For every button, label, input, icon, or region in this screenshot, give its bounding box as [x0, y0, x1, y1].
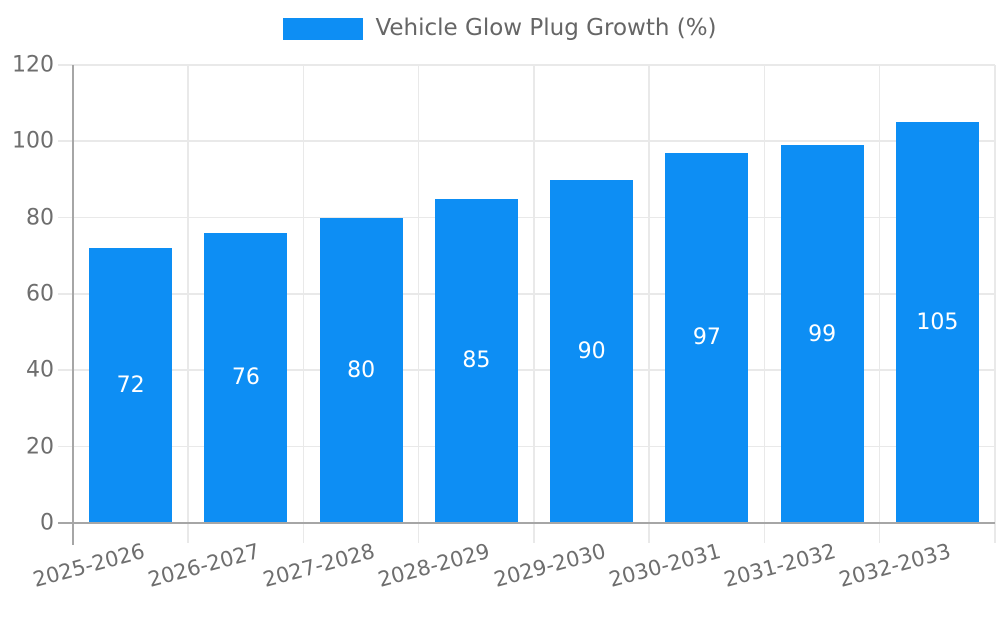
y-tick-label: 100 — [12, 128, 54, 154]
bar-value-label: 99 — [808, 321, 837, 347]
bar-value-label: 85 — [462, 348, 491, 374]
y-tick-label: 80 — [26, 205, 54, 231]
x-gridline — [878, 65, 881, 543]
y-axis-labels: 0 20 40 60 80 100 120 — [12, 53, 995, 536]
bar: 97 — [665, 152, 749, 523]
y-gridline — [58, 293, 995, 295]
y-gridline — [58, 369, 995, 371]
bar: 85 — [434, 198, 518, 523]
y-tick-label: 40 — [26, 357, 54, 383]
x-gridline — [763, 65, 765, 543]
x-gridline — [417, 65, 420, 543]
legend-item[interactable]: Vehicle Glow Plug Growth (%) — [283, 15, 717, 41]
bar-value-label: 97 — [692, 325, 721, 351]
bar: 90 — [550, 179, 634, 523]
y-tick-label: 60 — [26, 281, 54, 307]
bar: 72 — [89, 248, 173, 523]
x-axis-labels: 2025-2026 2026-2027 2027-2028 2028-2029 2029… — [30, 65, 995, 592]
legend-label: Vehicle Glow Plug Growth (%) — [375, 15, 717, 41]
y-axis-line — [72, 65, 74, 545]
y-gridline — [58, 216, 995, 219]
y-gridline — [58, 140, 995, 142]
bar: 76 — [204, 232, 288, 523]
x-gridline — [648, 65, 650, 543]
bar-value-label: 72 — [116, 373, 145, 399]
bar-chart: Vehicle Glow Plug Growth (%) 72 76 80 85 90 9… — [0, 15, 1000, 592]
y-tick-label: 0 — [40, 510, 54, 536]
x-gridline — [302, 65, 304, 543]
x-gridline — [187, 65, 189, 543]
chart-legend: Vehicle Glow Plug Growth (%) — [0, 15, 1000, 41]
bar-value-label: 105 — [916, 310, 959, 336]
y-gridline — [58, 64, 995, 66]
x-gridline — [994, 65, 996, 543]
y-tick-label: 20 — [26, 434, 54, 460]
x-axis-line — [58, 522, 995, 524]
grid-layer — [58, 64, 996, 543]
y-tick-label: 120 — [12, 52, 54, 78]
x-gridline — [533, 65, 535, 543]
plot-area: 72 76 80 85 90 97 99 105 0 20 40 60 80 100 120 2025-2… — [12, 53, 996, 592]
bar: 80 — [319, 217, 403, 523]
bar: 105 — [895, 122, 979, 523]
y-gridline — [58, 445, 995, 448]
bars-layer: 72 76 80 85 90 97 99 105 — [73, 65, 995, 523]
bar-value-label: 90 — [577, 338, 606, 364]
bar-value-label: 76 — [231, 365, 260, 391]
bar: 99 — [780, 145, 864, 523]
bar-value-label: 80 — [347, 357, 376, 383]
legend-swatch-icon — [283, 17, 364, 40]
